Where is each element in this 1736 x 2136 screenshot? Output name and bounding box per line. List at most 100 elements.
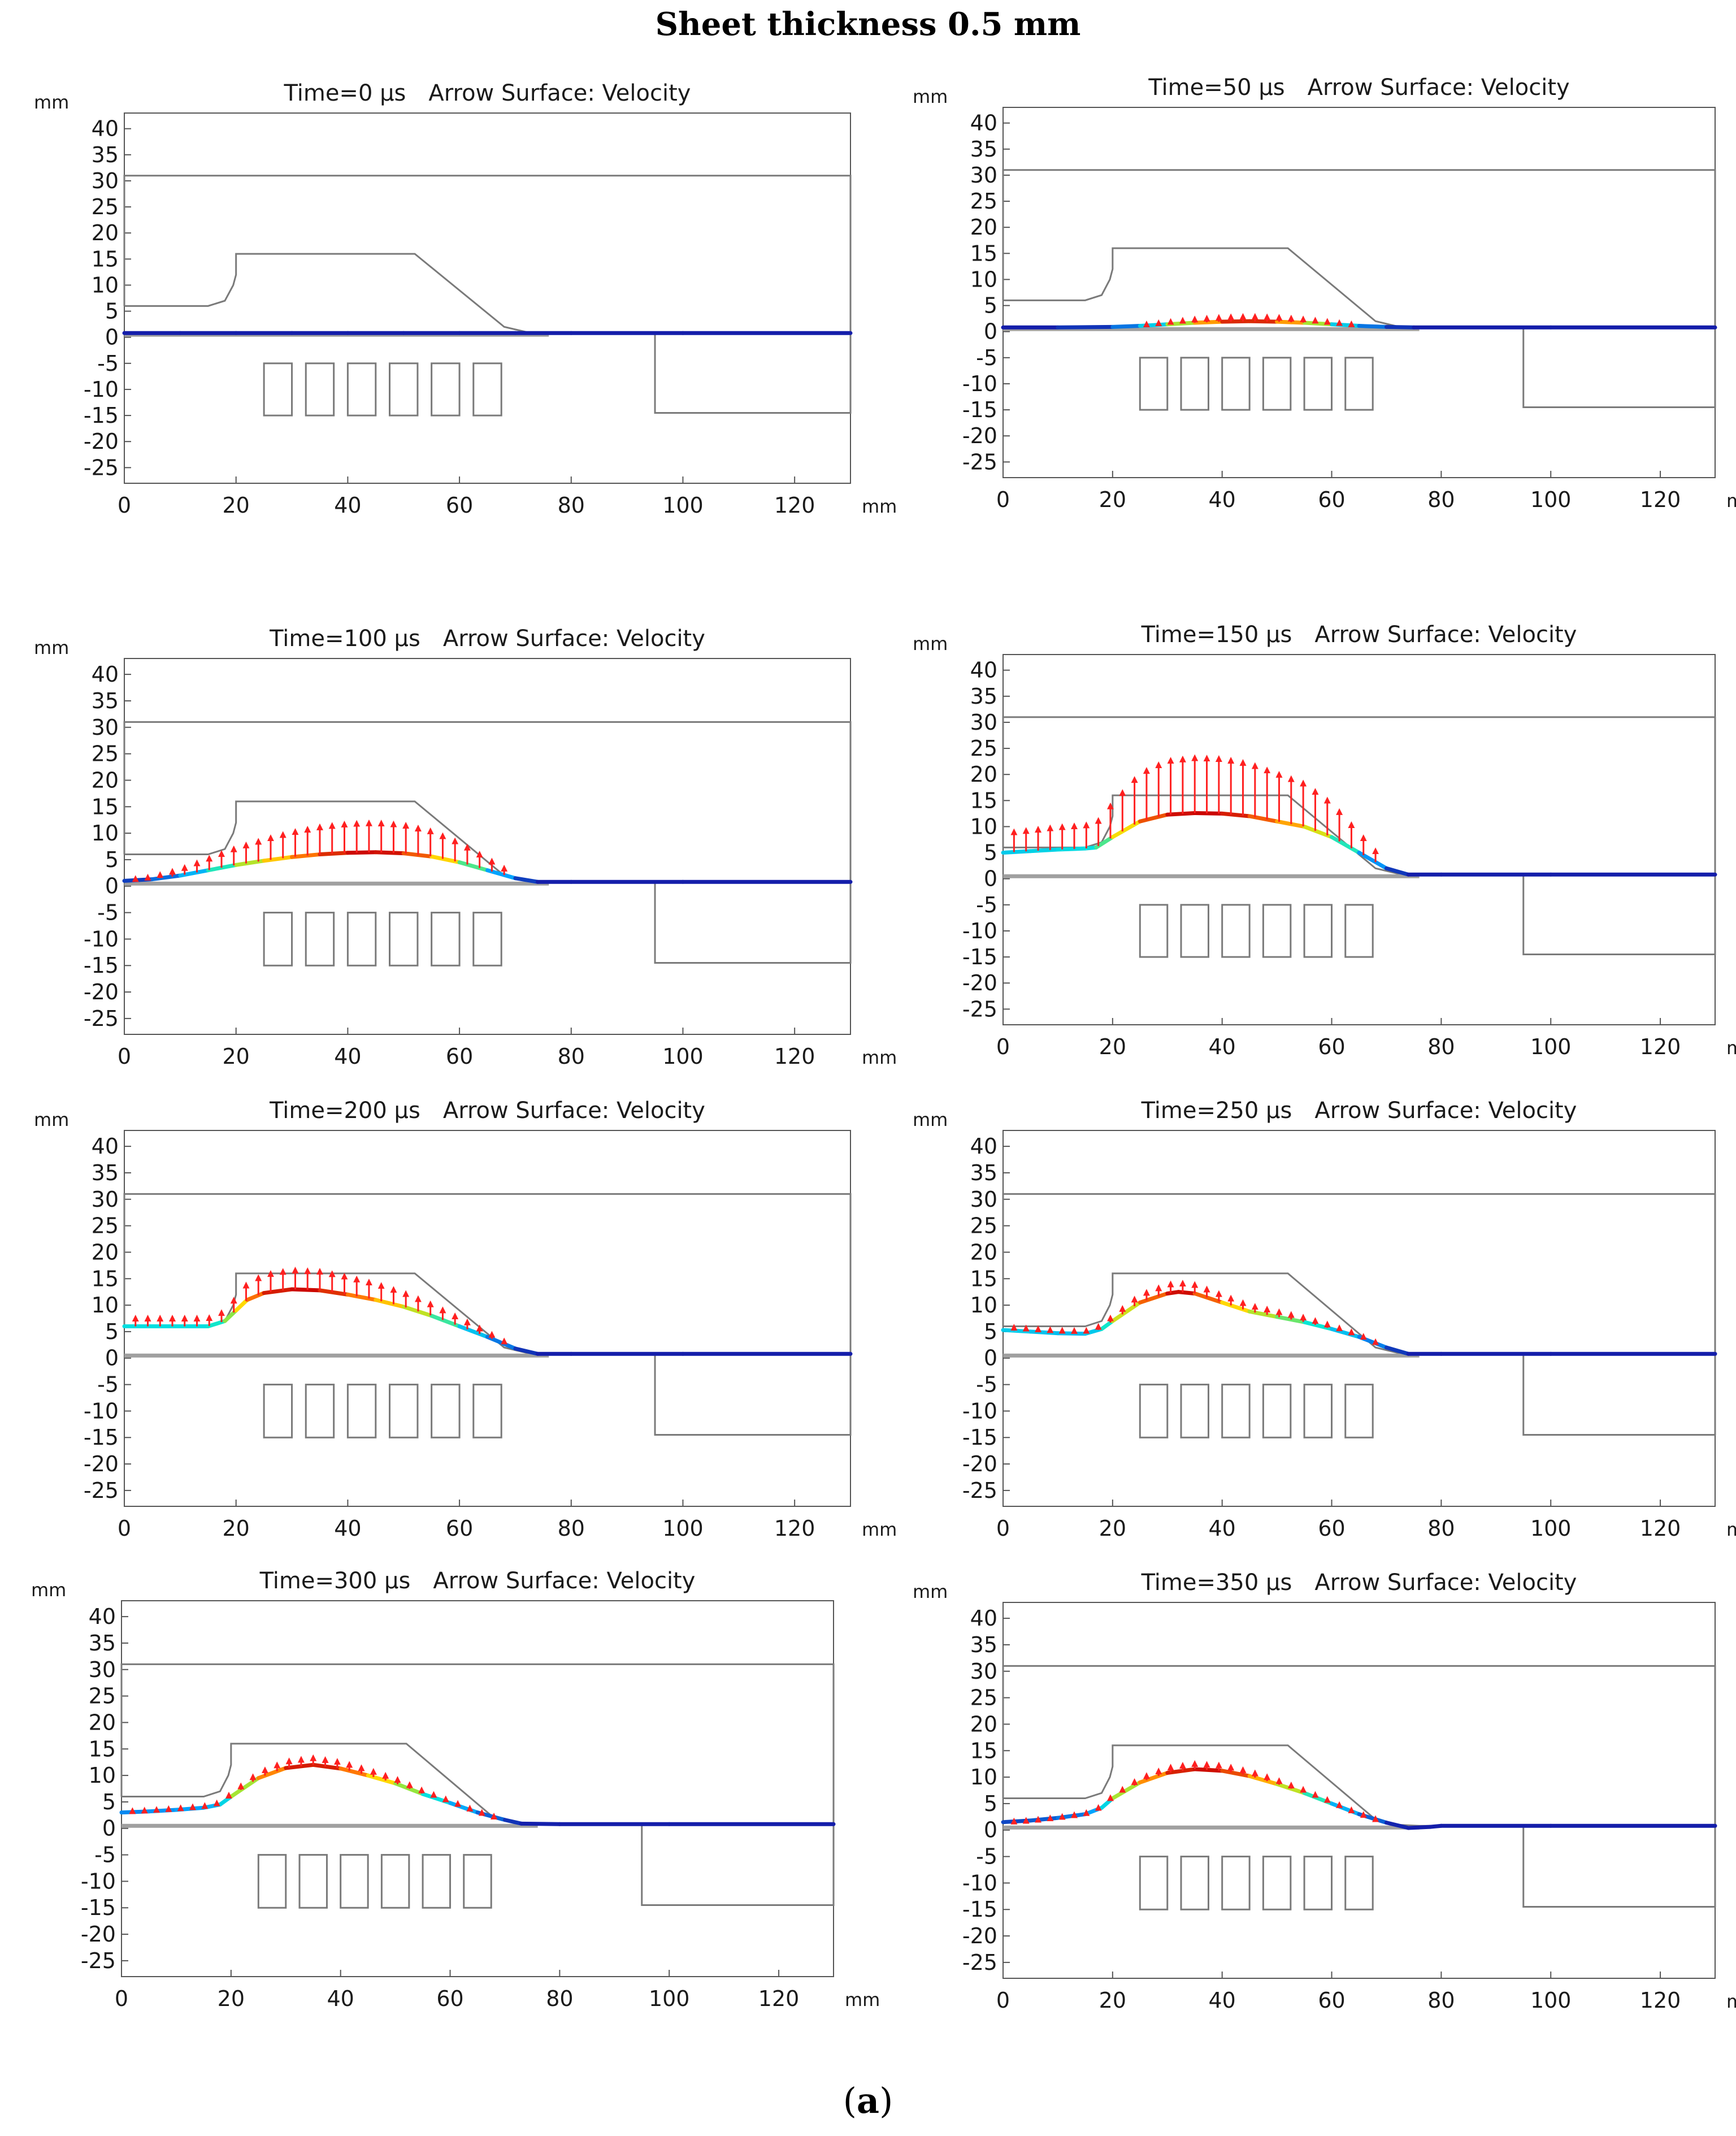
panel-time-label: Time=100 µs bbox=[269, 626, 420, 652]
plot-frame bbox=[1002, 1602, 1716, 1979]
y-tick-label: 0 bbox=[984, 1818, 997, 1843]
panel-1: Time=0 µs Arrow Surface: Velocitymm403530… bbox=[34, 80, 897, 518]
y-tick-label: 20 bbox=[970, 215, 997, 240]
coil-turn bbox=[1221, 1856, 1251, 1910]
y-tick-label: -15 bbox=[962, 1425, 997, 1450]
y-tick-label: 10 bbox=[89, 1763, 116, 1788]
x-axis-unit: mm bbox=[1726, 490, 1736, 512]
y-tick-label: 20 bbox=[970, 1712, 997, 1736]
y-axis-unit: mm bbox=[913, 1581, 948, 1602]
y-axis-unit: mm bbox=[31, 1579, 66, 1601]
y-tick-label: 0 bbox=[105, 1346, 119, 1371]
y-tick-label: 40 bbox=[92, 1134, 119, 1159]
x-axis-unit: mm bbox=[862, 1047, 897, 1068]
coil-turn bbox=[1344, 904, 1374, 958]
sheet-segment bbox=[1357, 851, 1388, 870]
coil-turn bbox=[1139, 904, 1169, 958]
die-outline bbox=[1002, 716, 1716, 876]
coil-turn bbox=[346, 1384, 377, 1439]
coil-turn bbox=[263, 912, 293, 967]
sheet-segment bbox=[1138, 1291, 1170, 1305]
x-tick-label: 20 bbox=[1099, 1516, 1126, 1541]
die-outline bbox=[1002, 1665, 1716, 1827]
coil-turn bbox=[1262, 904, 1292, 958]
x-tick-label: 100 bbox=[662, 1044, 704, 1069]
x-tick-label: 120 bbox=[774, 1044, 815, 1069]
coil-turn bbox=[346, 912, 377, 967]
x-tick-label: 40 bbox=[327, 1986, 354, 2011]
die-outline bbox=[120, 1663, 835, 1825]
y-tick-label: -25 bbox=[962, 449, 997, 474]
y-tick-label: 5 bbox=[984, 1791, 997, 1816]
coil-turn bbox=[1180, 904, 1209, 958]
y-tick-label: 20 bbox=[92, 220, 119, 245]
sheet-segment bbox=[345, 850, 378, 855]
coil-turn bbox=[1303, 1856, 1333, 1910]
x-tick-label: 100 bbox=[1530, 1516, 1572, 1541]
panel-title: Time=150 µs Arrow Surface: Velocity bbox=[1141, 622, 1577, 648]
x-tick-label: 80 bbox=[558, 1044, 585, 1069]
y-tick-label: 10 bbox=[92, 821, 119, 846]
y-tick-label: 35 bbox=[92, 1160, 119, 1185]
sheet-segment bbox=[1220, 1769, 1252, 1778]
y-tick-label: 35 bbox=[92, 688, 119, 713]
sheet-segment bbox=[1110, 1300, 1142, 1323]
panel-8: Time=350 µs Arrow Surface: Velocitymm4035… bbox=[913, 1570, 1736, 2013]
sheet-segment bbox=[345, 1292, 378, 1302]
x-tick-label: 40 bbox=[334, 493, 361, 518]
x-tick-label: 100 bbox=[662, 493, 704, 518]
sheet-segment bbox=[262, 855, 294, 863]
x-tick-label: 0 bbox=[118, 493, 131, 518]
sheet-segment bbox=[1330, 322, 1361, 328]
coil-turn bbox=[472, 362, 502, 417]
panel-4: Time=150 µs Arrow Surface: Velocitymm4035… bbox=[913, 622, 1736, 1059]
plot-frame bbox=[124, 112, 851, 484]
panel-title: Time=300 µs Arrow Surface: Velocity bbox=[259, 1568, 696, 1594]
y-tick-label: 0 bbox=[105, 325, 119, 350]
coil-turn bbox=[263, 362, 293, 417]
panel-time-label: Time=0 µs bbox=[284, 80, 406, 106]
y-tick-label: -20 bbox=[962, 1923, 997, 1948]
y-tick-label: 35 bbox=[970, 137, 997, 162]
figure-title: Sheet thickness 0.5 mm bbox=[656, 6, 1081, 43]
caption-letter: a bbox=[857, 2080, 879, 2121]
sheet-segment bbox=[374, 850, 406, 856]
y-tick-label: 10 bbox=[92, 1293, 119, 1318]
plot-frame bbox=[1002, 654, 1716, 1025]
x-tick-label: 40 bbox=[1209, 487, 1236, 512]
y-tick-label: 5 bbox=[105, 299, 119, 324]
sheet-segment bbox=[1247, 1309, 1279, 1319]
panel-series-label: Arrow Surface: Velocity bbox=[1314, 1570, 1577, 1596]
y-tick-label: 40 bbox=[970, 658, 997, 683]
x-tick-label: 20 bbox=[218, 1986, 245, 2011]
coil-turn bbox=[1262, 1384, 1292, 1439]
sheet-segment bbox=[1406, 1825, 1433, 1830]
coil-turn bbox=[1344, 1856, 1374, 1910]
coil-turn bbox=[1180, 1384, 1209, 1439]
die-outline bbox=[123, 175, 852, 334]
y-tick-label: -10 bbox=[84, 926, 119, 951]
y-tick-label: 35 bbox=[970, 684, 997, 709]
sheet-segment bbox=[366, 1773, 398, 1786]
y-tick-label: -10 bbox=[962, 1398, 997, 1423]
coil-turn bbox=[1303, 904, 1333, 958]
y-tick-label: 25 bbox=[92, 194, 119, 219]
panels-grid: Time=0 µs Arrow Surface: Velocitymm403530… bbox=[31, 75, 1736, 2013]
sheet-segment bbox=[234, 1298, 249, 1312]
y-tick-label: 25 bbox=[970, 736, 997, 761]
y-tick-label: 40 bbox=[92, 116, 119, 141]
coil-turn bbox=[389, 912, 419, 967]
y-tick-label: 10 bbox=[970, 1293, 997, 1318]
y-tick-label: 5 bbox=[984, 293, 997, 318]
y-tick-label: 30 bbox=[970, 1187, 997, 1212]
right-block-outline bbox=[641, 1824, 835, 1907]
x-tick-label: 60 bbox=[1318, 1034, 1345, 1059]
y-tick-label: 0 bbox=[105, 874, 119, 899]
plot-frame bbox=[1002, 1130, 1716, 1507]
y-tick-label: 20 bbox=[89, 1710, 116, 1735]
x-tick-label: 80 bbox=[1427, 1034, 1455, 1059]
x-tick-label: 100 bbox=[662, 1516, 704, 1541]
y-tick-label: 15 bbox=[970, 241, 997, 266]
y-tick-label: 15 bbox=[92, 246, 119, 271]
